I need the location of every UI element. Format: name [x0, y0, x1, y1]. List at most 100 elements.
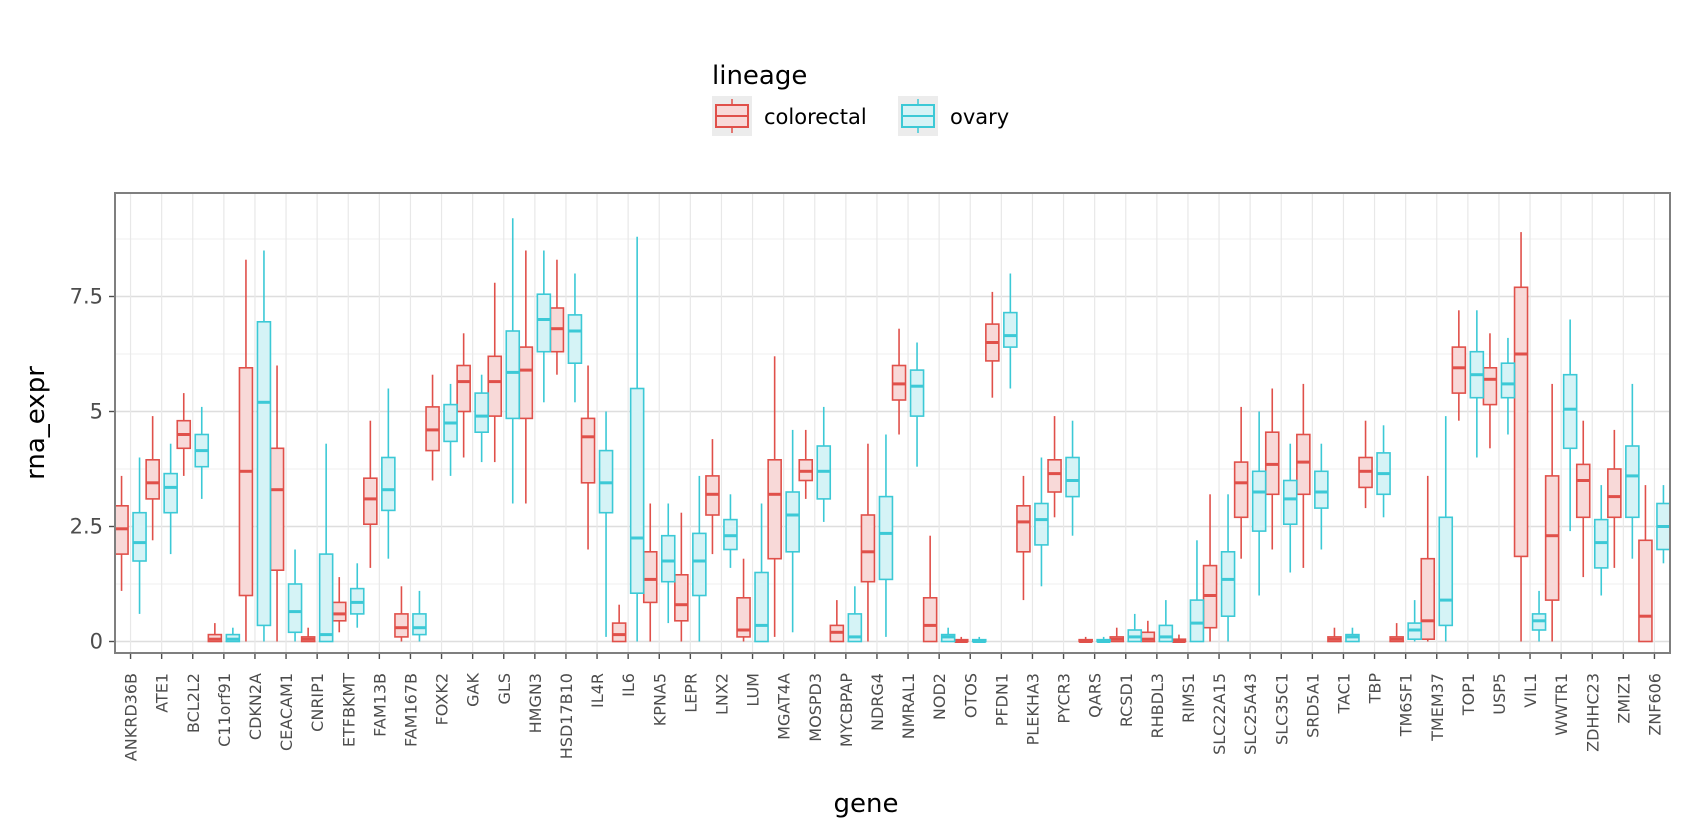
box-colorectal [829, 600, 845, 643]
box-iqr [256, 320, 272, 627]
box-iqr [269, 447, 285, 571]
box-iqr [1003, 311, 1018, 348]
box-iqr [363, 477, 378, 526]
box-iqr [163, 472, 178, 514]
box-ovary [163, 443, 178, 555]
box-ovary [1065, 420, 1080, 536]
legend-item-colorectal: colorectal [712, 96, 867, 136]
x-tick-label: VIL1 [1521, 673, 1540, 708]
x-tick-label: NMRAL1 [899, 673, 918, 739]
x-tick-label: RHBDL3 [1148, 673, 1167, 739]
box-ovary [1096, 636, 1111, 643]
box-iqr [642, 550, 658, 604]
x-tick-label: ETFBKMT [339, 673, 358, 747]
box-iqr [1607, 468, 1622, 519]
box-ovary [1220, 494, 1236, 642]
x-axis: ANKRD36B ATE1 BCL2L2 C11orf91 CDKN2A CEACAM1 C… [122, 653, 1664, 761]
box-iqr [785, 491, 800, 553]
x-tick-label: PLEKHA3 [1023, 673, 1042, 745]
box-colorectal [736, 558, 751, 642]
x-tick-label: FAM167B [401, 673, 420, 747]
y-tick-label: 0 [90, 630, 103, 654]
box-colorectal [1047, 416, 1062, 518]
box-colorectal [1513, 232, 1529, 642]
box-colorectal [1016, 475, 1031, 601]
box-colorectal [145, 416, 160, 541]
box-iqr [1189, 599, 1205, 643]
box-iqr [1638, 539, 1653, 643]
box-colorectal [331, 577, 347, 633]
box-ovary [909, 342, 925, 467]
box-ovary [1003, 273, 1018, 389]
box-ovary [723, 494, 738, 568]
box-iqr [1544, 475, 1560, 601]
x-tick-label: LNX2 [712, 673, 731, 715]
x-axis-title: gene [834, 789, 899, 819]
plot-data [114, 218, 1671, 643]
box-colorectal [176, 393, 192, 476]
x-tick-label: LEPR [681, 673, 700, 713]
box-iqr [767, 458, 782, 560]
box-colorectal [1327, 627, 1342, 643]
box-ovary [474, 374, 489, 463]
x-tick-label: ATE1 [153, 673, 172, 713]
box-ovary [816, 406, 832, 522]
box-colorectal [798, 429, 814, 499]
x-tick-label: TM6SF1 [1397, 673, 1416, 737]
box-colorectal [1389, 623, 1404, 643]
y-axis: 0 2.5 5 7.5 [70, 285, 115, 654]
x-tick-label: CDKN2A [246, 673, 265, 740]
box-ovary [412, 590, 427, 642]
x-tick-label: SRD5A1 [1303, 673, 1322, 738]
box-colorectal [1358, 420, 1373, 509]
x-tick-label: QARS [1086, 673, 1105, 718]
box-colorectal [1233, 406, 1249, 559]
box-colorectal [425, 374, 440, 481]
box-iqr [381, 456, 396, 512]
x-tick-label: NDRG4 [868, 673, 887, 731]
box-colorectal [580, 365, 596, 550]
box-ovary [878, 434, 894, 637]
box-iqr [860, 514, 876, 583]
x-tick-label: ZMIZ1 [1614, 673, 1633, 724]
x-tick-label: CNRIP1 [308, 673, 327, 732]
box-ovary [1251, 411, 1267, 596]
box-ovary [1593, 485, 1609, 596]
box-iqr [1296, 433, 1311, 496]
box-ovary [754, 503, 769, 643]
box-ovary [1500, 337, 1516, 435]
box-iqr [692, 532, 707, 597]
box-iqr [1034, 502, 1049, 546]
box-ovary [256, 250, 272, 642]
y-axis-title: rna_expr [21, 366, 51, 480]
box-colorectal [985, 291, 1000, 398]
box-ovary [1282, 443, 1298, 573]
box-colorectal [891, 328, 907, 435]
plot-panel-border [114, 192, 1671, 654]
x-tick-label: FOXK2 [433, 673, 452, 725]
box-iqr [287, 583, 303, 634]
box-colorectal [1264, 388, 1280, 550]
box-colorectal [1607, 429, 1622, 568]
legend-label-ovary: ovary [950, 105, 1009, 129]
box-iqr [567, 314, 583, 364]
box-ovary [443, 383, 458, 476]
box-iqr [1233, 461, 1249, 519]
box-iqr [611, 622, 627, 643]
box-ovary [1345, 627, 1360, 643]
box-ovary [318, 443, 334, 643]
x-tick-label: TBP [1366, 673, 1385, 705]
x-tick-label: IL4R [588, 673, 607, 708]
box-iqr [922, 596, 938, 643]
box-ovary [940, 627, 956, 643]
box-iqr [1438, 516, 1454, 627]
box-iqr [674, 573, 689, 622]
y-tick-label: 2.5 [70, 515, 103, 539]
box-colorectal [860, 443, 876, 642]
x-tick-label: CEACAM1 [277, 673, 296, 751]
box-iqr [1420, 557, 1436, 641]
box-ovary [567, 273, 583, 403]
box-iqr [580, 417, 596, 484]
legend: lineage colorectal ovary [712, 61, 1009, 136]
box-iqr [847, 613, 863, 643]
